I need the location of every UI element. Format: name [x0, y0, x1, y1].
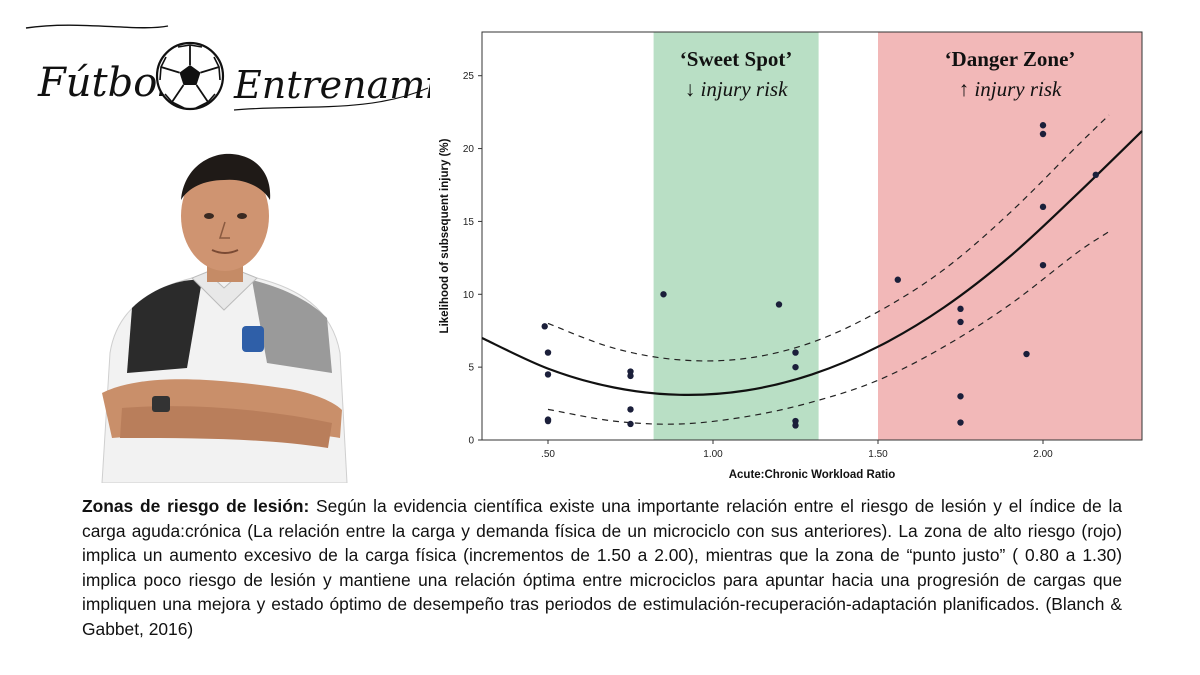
data-point [627, 372, 634, 380]
data-point [1092, 171, 1099, 178]
data-point [541, 323, 548, 330]
x-axis-label: Acute:Chronic Workload Ratio [729, 469, 896, 481]
x-tick-label: 1.50 [868, 449, 888, 460]
points-layer [541, 122, 1099, 429]
danger-zone-subtitle: ↑ injury risk [959, 77, 1062, 101]
data-point [1039, 261, 1047, 269]
x-tick-label: .50 [541, 449, 555, 460]
acwr-injury-chart: .50 1.00 1.50 2.00 0 5 10 15 20 25 ‘Sweet Spot’ ↓… [430, 18, 1190, 488]
danger-zone-zone [878, 32, 1142, 440]
caption-heading: Zonas de riesgo de lesión: [82, 496, 310, 516]
data-point [792, 363, 799, 371]
danger-zone-title: ‘Danger Zone’ [945, 47, 1076, 71]
confidence-band-layer [547, 114, 1110, 425]
data-point [627, 420, 634, 428]
data-point [1039, 203, 1047, 211]
data-point [957, 318, 964, 326]
soccer-ball-icon [155, 41, 225, 111]
fit-curve [481, 130, 1143, 396]
data-point [627, 406, 634, 413]
caption-body: Según la evidencia científica existe una… [82, 496, 1122, 639]
data-point [792, 349, 799, 356]
plot-frame [481, 31, 1143, 441]
ci-lower-line [547, 231, 1110, 425]
data-point [627, 368, 634, 375]
x-tick-label: 1.00 [703, 449, 723, 460]
sweet-spot-zone [653, 32, 819, 440]
sweet-spot-title: ‘Sweet Spot’ [680, 47, 793, 71]
zones-layer [653, 32, 1142, 440]
data-point [660, 291, 667, 298]
y-tick-label: 20 [463, 144, 475, 155]
data-point [957, 393, 964, 400]
y-tick-label: 0 [468, 436, 474, 447]
ci-upper-line [547, 114, 1110, 362]
data-point [544, 417, 552, 425]
data-point [957, 305, 964, 313]
y-tick-label: 5 [468, 363, 474, 374]
data-point [792, 422, 799, 429]
data-point [775, 301, 783, 308]
data-point [894, 276, 901, 283]
x-tick-label: 2.00 [1033, 449, 1053, 460]
caption: Zonas de riesgo de lesión: Según la evid… [82, 494, 1122, 642]
logo-word-futbol: Fútbol [37, 60, 170, 106]
data-point [792, 417, 799, 425]
y-tick-label: 15 [463, 217, 475, 228]
logo: Fútbol Entrenamiento [25, 24, 438, 111]
coach-portrait [101, 153, 348, 483]
data-point [957, 419, 964, 426]
data-point [1039, 122, 1047, 129]
ticks-layer: .50 1.00 1.50 2.00 0 5 10 15 20 25 [463, 71, 1053, 460]
data-point [544, 371, 552, 378]
y-tick-label: 25 [463, 71, 475, 82]
data-point [544, 349, 552, 356]
logo-word-entrenamiento: Entrenamiento [233, 63, 438, 107]
data-point [1039, 130, 1047, 138]
y-axis-label: Likelihood of subsequent injury (%) [439, 138, 451, 333]
data-point [1023, 350, 1030, 358]
y-tick-label: 10 [463, 290, 475, 301]
sweet-spot-subtitle: ↓ injury risk [685, 77, 788, 101]
